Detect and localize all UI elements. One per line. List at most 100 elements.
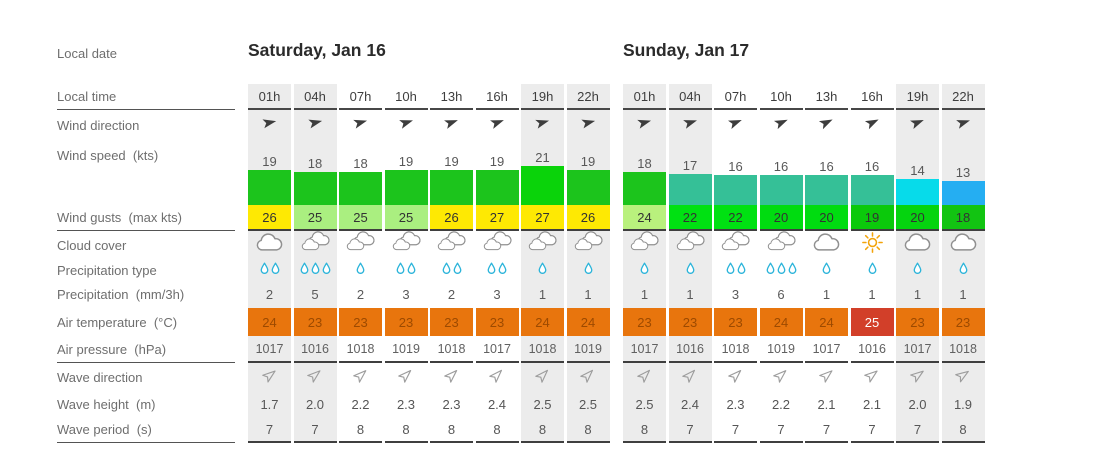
day-title: Sunday, Jan 17: [623, 40, 750, 60]
local-time-cell: 22h: [566, 84, 610, 110]
precip-type-cell: [294, 259, 337, 281]
air-temp-cell: 23: [896, 308, 939, 336]
wind-speed-value: 14: [910, 163, 925, 178]
local-time-cell: 07h: [339, 84, 382, 110]
precip-type-cell: [942, 259, 985, 281]
row-label-precip: Precipitation (mm/3h): [57, 287, 185, 302]
wave-height-cell: 2.1: [862, 397, 882, 412]
wind-speed-value: 16: [864, 159, 880, 174]
wave-arrow-icon: [818, 367, 835, 388]
air-temp-cell: 23: [293, 308, 337, 336]
clouds-icon: [675, 230, 706, 260]
air-pressure-cell: 1018: [339, 336, 382, 363]
wind-speed-value: 17: [682, 158, 698, 173]
air-temp-cell: 23: [384, 308, 428, 336]
wind-speed-bar: [566, 170, 610, 205]
wind-speed-bar: [850, 175, 894, 205]
wind-speed-value: 19: [580, 154, 596, 169]
air-pressure-cell: 1016: [850, 336, 894, 363]
rain-drop-icon: [356, 261, 365, 279]
wind-direction-cell: [567, 110, 610, 140]
forecast-column: 04h 17 22 1 23 1016 2.4 7: [668, 84, 712, 443]
clouds-icon: [629, 230, 660, 260]
precip-amount-cell: 3: [493, 287, 501, 302]
wind-speed-cell: 19: [384, 140, 428, 205]
wave-direction-cell: [521, 363, 564, 392]
local-time-cell: 04h: [293, 84, 337, 110]
wind-speed-cell: 16: [805, 140, 848, 205]
air-pressure-cell: 1018: [430, 336, 473, 363]
local-time-cell: 16h: [475, 84, 519, 110]
wave-period-cell: 8: [430, 417, 473, 443]
air-pressure-cell: 1018: [941, 336, 985, 363]
wind-speed-bar: [759, 175, 803, 205]
forecast-column: 22h 19 26 1 24 1019 2.5 8: [566, 84, 610, 443]
cloud-cover-cell: [430, 231, 473, 259]
wind-direction-cell: [623, 110, 666, 140]
clouds-icon: [720, 230, 751, 260]
precip-amount-cell: 1: [913, 287, 922, 302]
wind-direction-cell: [339, 110, 382, 140]
local-time-cell: 01h: [248, 84, 291, 110]
row-label-wave-period: Wave period (s): [57, 417, 235, 443]
row-label-local-time: Local time: [57, 84, 235, 110]
wave-period-cell: 7: [714, 417, 757, 443]
wind-speed-value: 16: [773, 159, 789, 174]
sun-icon: [860, 230, 885, 260]
wind-gust-cell: 25: [384, 205, 428, 231]
wind-speed-cell: 16: [714, 140, 757, 205]
precip-amount-cell: 2: [447, 287, 456, 302]
wind-gust-cell: 26: [248, 205, 291, 231]
wind-gust-cell: 26: [430, 205, 473, 231]
wave-period-cell: 8: [475, 417, 519, 443]
cloud-cover-cell: [623, 231, 666, 259]
wind-speed-value: 21: [535, 150, 550, 165]
wave-height-cell: 2.5: [578, 397, 598, 412]
wave-direction-cell: [567, 363, 610, 392]
wind-speed-bar: [668, 174, 712, 205]
wave-arrow-icon: [398, 367, 414, 388]
rain-drop-icon: [640, 261, 649, 279]
wind-speed-value: 19: [262, 154, 277, 169]
wind-arrow-icon: [352, 114, 369, 136]
clouds-icon: [527, 230, 558, 260]
precip-type-cell: [430, 259, 473, 281]
cloud-cover-cell: [294, 231, 337, 259]
wave-direction-cell: [942, 363, 985, 392]
wind-gust-cell: 26: [566, 205, 610, 231]
forecast-column: 07h 16 22 3 23 1018 2.3 7: [714, 84, 757, 443]
wave-arrow-icon: [352, 367, 369, 388]
wind-speed-bar: [248, 170, 291, 205]
wind-speed-value: 18: [307, 156, 323, 171]
wind-direction-cell: [521, 110, 564, 140]
local-time-cell: 19h: [521, 84, 564, 110]
clouds-icon: [766, 230, 797, 260]
wind-speed-bar: [293, 172, 337, 205]
wind-arrow-icon: [682, 114, 699, 136]
air-pressure-cell: 1017: [805, 336, 848, 363]
wind-arrow-icon: [955, 114, 972, 136]
wind-direction-cell: [669, 110, 712, 140]
row-label-wind-speed: Wind speed (kts): [57, 148, 159, 163]
day-columns: 01h 19 26 2 24 1017 1.7 7 04h 18 25 5 23 1016 2.0 7 07h 1…: [248, 84, 610, 443]
air-temp-cell: 23: [430, 308, 473, 336]
air-temp-cell: 23: [714, 308, 757, 336]
wind-speed-cell: 19: [248, 140, 291, 205]
wave-height-cell: 1.7: [260, 397, 279, 412]
air-pressure-cell: 1016: [668, 336, 712, 363]
clouds-icon: [436, 230, 467, 260]
forecast-column: 01h 19 26 2 24 1017 1.7 7: [248, 84, 291, 443]
local-time-cell: 16h: [850, 84, 894, 110]
forecast-column: 07h 18 25 2 23 1018 2.2 8: [339, 84, 382, 443]
wind-speed-bar: [384, 170, 428, 205]
wave-period-cell: 7: [248, 417, 291, 443]
wave-arrow-icon: [636, 367, 653, 388]
wind-arrow-icon: [818, 114, 835, 136]
rain-drop-icon: [538, 261, 547, 279]
wind-gust-cell: 20: [805, 205, 848, 231]
air-pressure-cell: 1019: [759, 336, 803, 363]
wind-arrow-icon: [727, 114, 744, 136]
rain-drop-icon: [322, 261, 331, 279]
day-title: Saturday, Jan 16: [248, 40, 386, 60]
cloud-cover-cell: [385, 231, 428, 259]
